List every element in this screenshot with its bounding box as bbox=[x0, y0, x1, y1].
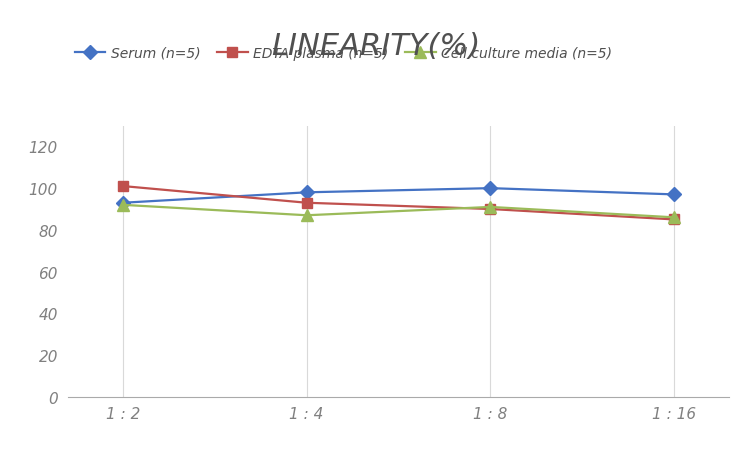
Serum (n=5) bbox=[486, 186, 495, 191]
Text: LINEARITY(%): LINEARITY(%) bbox=[271, 32, 481, 60]
Line: Cell culture media (n=5): Cell culture media (n=5) bbox=[117, 200, 680, 223]
EDTA plasma (n=5) bbox=[118, 184, 127, 189]
Legend: Serum (n=5), EDTA plasma (n=5), Cell culture media (n=5): Serum (n=5), EDTA plasma (n=5), Cell cul… bbox=[74, 46, 612, 60]
Serum (n=5) bbox=[118, 201, 127, 206]
EDTA plasma (n=5) bbox=[302, 201, 311, 206]
Cell culture media (n=5) bbox=[118, 202, 127, 208]
Line: EDTA plasma (n=5): EDTA plasma (n=5) bbox=[118, 182, 679, 225]
Cell culture media (n=5) bbox=[302, 213, 311, 218]
Serum (n=5) bbox=[670, 192, 679, 198]
EDTA plasma (n=5) bbox=[670, 217, 679, 223]
EDTA plasma (n=5) bbox=[486, 207, 495, 212]
Cell culture media (n=5) bbox=[486, 205, 495, 210]
Line: Serum (n=5): Serum (n=5) bbox=[118, 184, 679, 208]
Cell culture media (n=5) bbox=[670, 215, 679, 221]
Serum (n=5) bbox=[302, 190, 311, 196]
